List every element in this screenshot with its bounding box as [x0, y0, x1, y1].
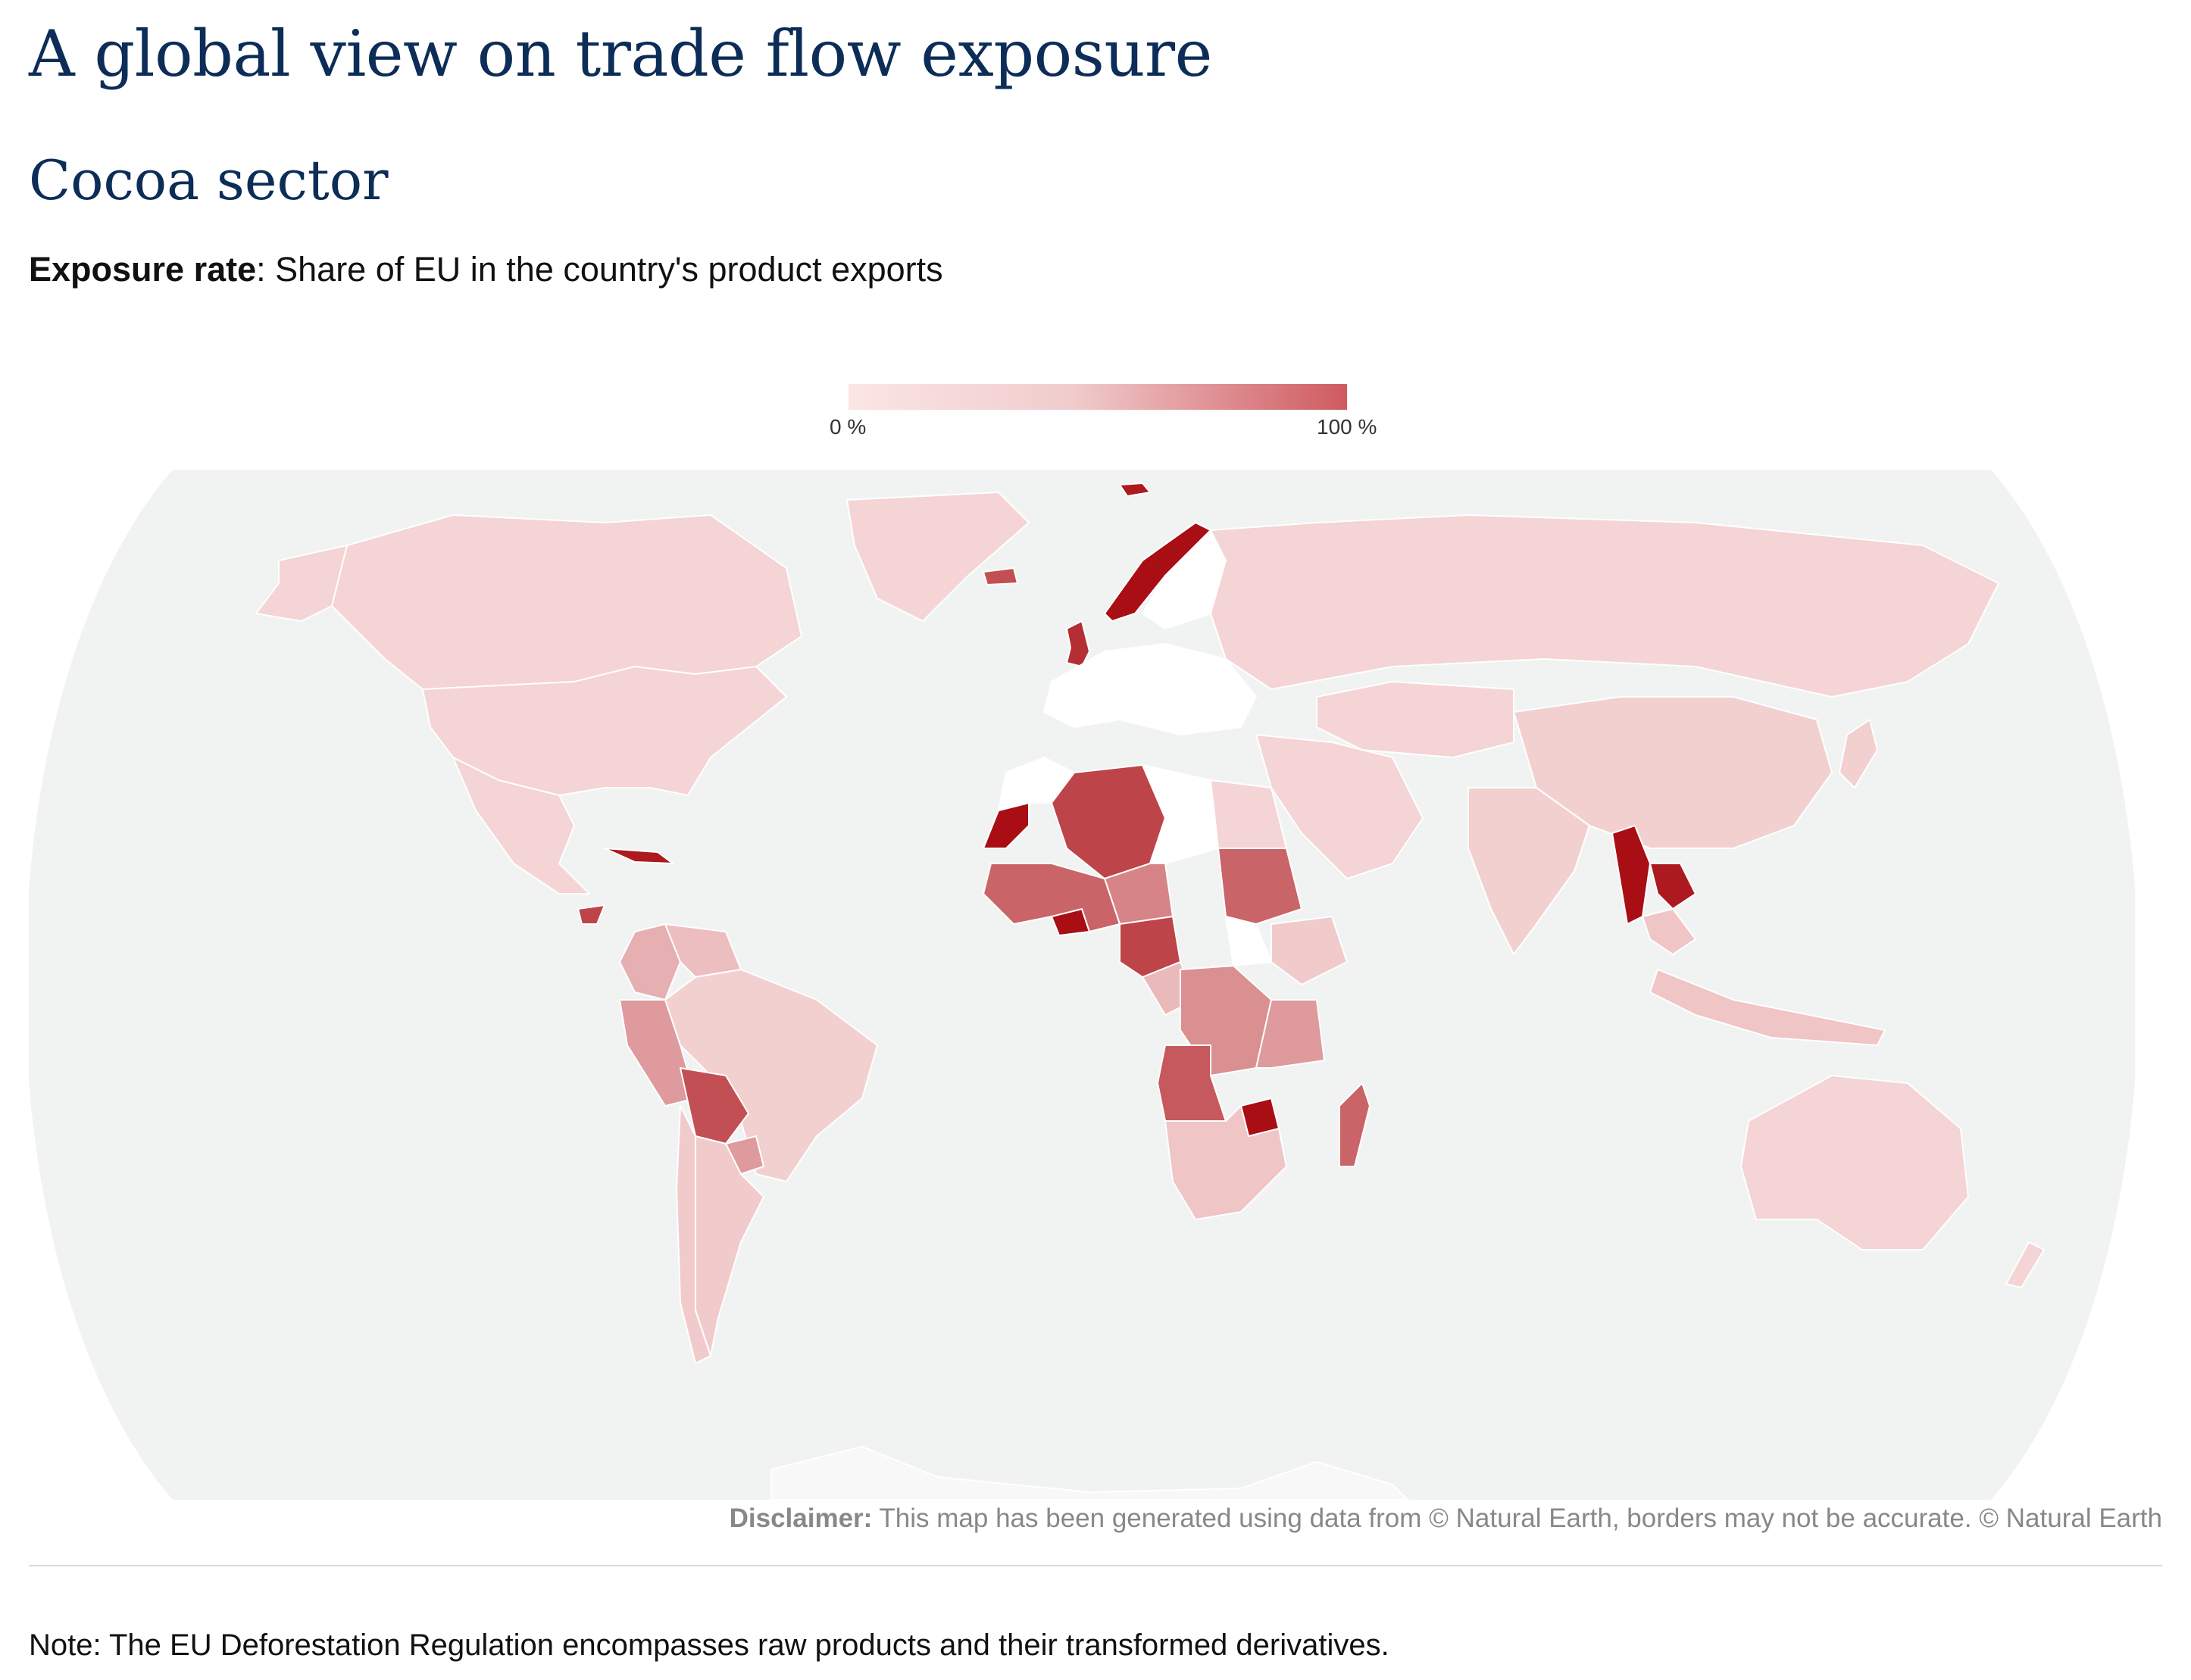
- country-iceland[interactable]: [983, 567, 1018, 586]
- country-bolivia[interactable]: [680, 1067, 749, 1144]
- country-madagascar[interactable]: [1339, 1082, 1371, 1167]
- country-canada[interactable]: [331, 514, 802, 690]
- country-southern-africa[interactable]: [1164, 1105, 1287, 1220]
- map-disclaimer: Disclaimer: This map has been generated …: [730, 1504, 2162, 1534]
- country-honduras[interactable]: [577, 904, 605, 925]
- country-middle-east[interactable]: [1255, 734, 1424, 879]
- country-russia[interactable]: [1210, 514, 1999, 698]
- legend-max-label: 100 %: [1317, 415, 1377, 439]
- page-subtitle: Cocoa sector: [29, 148, 389, 212]
- country-australia[interactable]: [1740, 1075, 1969, 1251]
- country-cuba[interactable]: [604, 848, 674, 864]
- country-west-africa[interactable]: [983, 863, 1121, 932]
- country-continental-europe[interactable]: [1043, 643, 1257, 735]
- exposure-rate-label: Exposure rate: [29, 250, 257, 289]
- country-india[interactable]: [1467, 787, 1590, 955]
- footer-note: Note: The EU Deforestation Regulation en…: [29, 1628, 1389, 1662]
- country-alaska[interactable]: [255, 545, 348, 622]
- color-legend-bar: [849, 384, 1347, 410]
- country-new-zealand[interactable]: [2005, 1241, 2045, 1288]
- country-indonesia[interactable]: [1649, 969, 1886, 1046]
- page-title: A global view on trade flow exposure: [29, 17, 1212, 91]
- country-greenland[interactable]: [846, 492, 1030, 622]
- legend-min-label: 0 %: [830, 415, 867, 439]
- exposure-rate-text: : Share of EU in the country's product e…: [256, 250, 943, 289]
- country-southeast-asia[interactable]: [1642, 908, 1696, 955]
- country-mexico[interactable]: [452, 757, 590, 895]
- country-svalbard[interactable]: [1119, 482, 1151, 497]
- country-brazil[interactable]: [664, 969, 878, 1182]
- divider: [29, 1565, 2162, 1566]
- country-sudan[interactable]: [1217, 848, 1302, 925]
- exposure-description: Exposure rate: Share of EU in the countr…: [29, 250, 943, 289]
- country-ethiopia[interactable]: [1271, 916, 1348, 985]
- country-japan[interactable]: [1839, 719, 1878, 788]
- disclaimer-text: This map has been generated using data f…: [872, 1504, 2162, 1533]
- country-laos[interactable]: [1649, 863, 1696, 910]
- country-chile[interactable]: [676, 1105, 711, 1364]
- disclaimer-label: Disclaimer:: [729, 1504, 873, 1533]
- region-antarctica: [770, 1446, 1408, 1500]
- country-central-asia[interactable]: [1316, 681, 1514, 758]
- world-map: [29, 470, 2135, 1500]
- country-tanzania[interactable]: [1255, 999, 1325, 1069]
